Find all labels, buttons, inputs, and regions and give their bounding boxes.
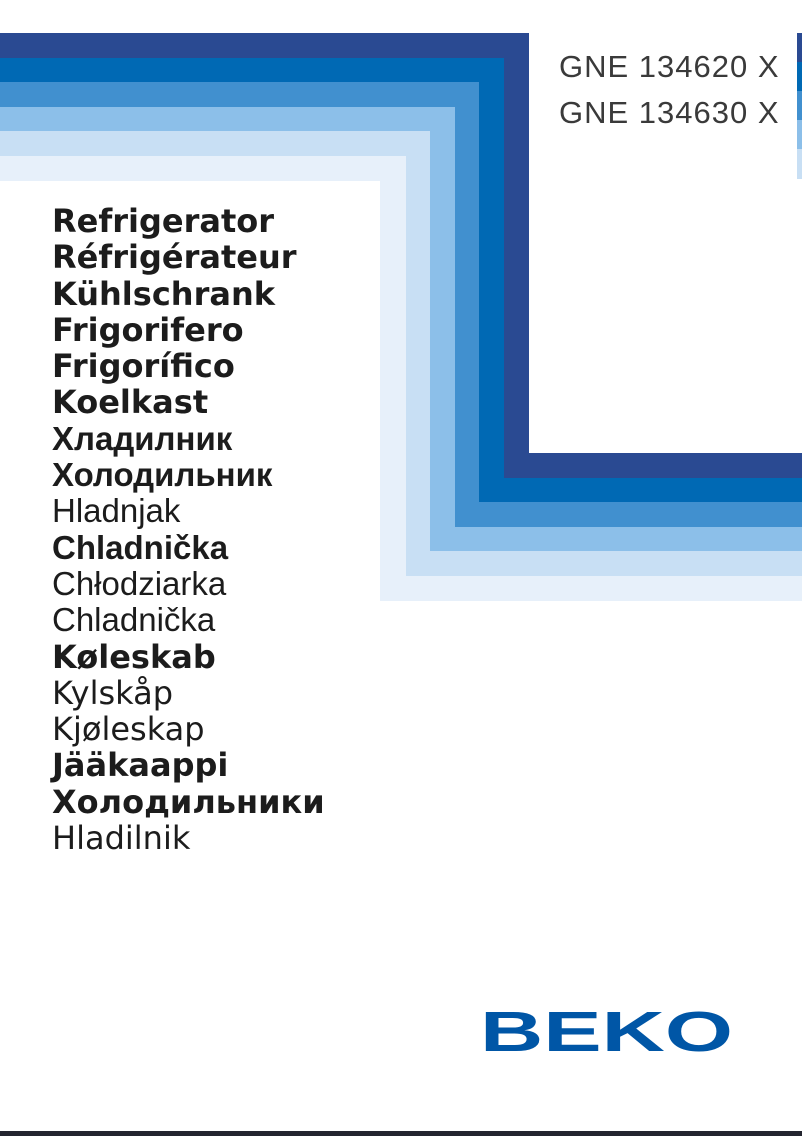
language-item: Hladnjak bbox=[52, 492, 181, 530]
language-item: Kühlschrank bbox=[52, 274, 275, 313]
language-item: Холодильник bbox=[52, 456, 273, 494]
decor-band-vertical bbox=[429, 106, 455, 552]
decor-band-vertical bbox=[478, 57, 504, 503]
edge-sliver-band bbox=[797, 91, 802, 121]
decor-band-bottom bbox=[380, 576, 802, 602]
decor-band-top bbox=[0, 57, 504, 83]
decor-band-vertical bbox=[503, 33, 529, 478]
beko-logo-text: BEKO bbox=[480, 1008, 733, 1054]
language-item: Хладилник bbox=[52, 419, 233, 457]
language-item: Chłodziarka bbox=[52, 564, 227, 602]
decor-band-top bbox=[0, 33, 528, 59]
beko-logo: BEKO bbox=[480, 1008, 733, 1054]
decor-band-vertical bbox=[454, 82, 480, 527]
edge-sliver-band bbox=[797, 120, 802, 150]
decor-band-top bbox=[0, 131, 430, 157]
footer-bar bbox=[0, 1131, 802, 1136]
model-number-line2: GNE 134630 X bbox=[559, 94, 780, 130]
language-item: Chladnička bbox=[52, 601, 216, 639]
language-item: Jääkaappi bbox=[52, 746, 229, 785]
language-item: Hladilnik bbox=[52, 819, 191, 858]
decor-band-top bbox=[0, 156, 405, 182]
decor-band-bottom bbox=[503, 453, 802, 479]
language-item: Холодильники bbox=[52, 782, 325, 821]
decor-band-top bbox=[0, 106, 455, 132]
model-number-line1: GNE 134620 X bbox=[559, 49, 780, 84]
model-numbers: GNE 134620 X GNE 134630 X bbox=[559, 44, 780, 135]
decor-band-vertical bbox=[380, 156, 406, 601]
edge-sliver-band bbox=[797, 33, 802, 63]
language-item: Réfrigérateur bbox=[52, 238, 297, 277]
language-item: Frigorifero bbox=[52, 310, 244, 349]
language-item: Refrigerator bbox=[52, 202, 275, 240]
language-item: Køleskab bbox=[52, 637, 216, 676]
language-item: Koelkast bbox=[52, 383, 209, 422]
decor-band-vertical bbox=[405, 131, 431, 576]
language-list: Refrigerator Réfrigérateur Kühlschrank Frig… bbox=[52, 202, 325, 858]
decor-band-bottom bbox=[454, 502, 802, 528]
language-item: Kjøleskap bbox=[52, 710, 205, 749]
language-item: Frigorífico bbox=[52, 347, 235, 386]
language-item: Chladnička bbox=[52, 528, 229, 566]
decor-band-top bbox=[0, 82, 479, 108]
decor-band-bottom bbox=[429, 526, 802, 552]
language-item: Kylskåp bbox=[52, 673, 174, 712]
decor-band-bottom bbox=[405, 551, 802, 577]
edge-sliver-band bbox=[797, 149, 802, 179]
decor-band-bottom bbox=[478, 477, 802, 503]
edge-sliver-band bbox=[797, 62, 802, 92]
